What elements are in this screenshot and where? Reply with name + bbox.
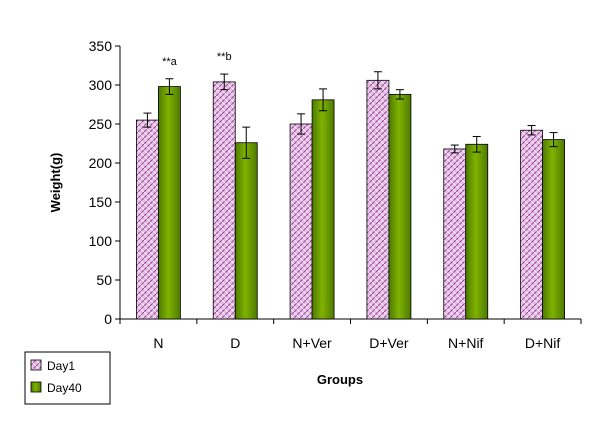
bar-day1-d-nif [520, 129, 543, 320]
error-bar [297, 113, 306, 135]
significance-annotation: **b [217, 51, 232, 63]
x-axis-title: Groups [317, 372, 363, 387]
legend: Day1 Day40 [24, 351, 111, 405]
error-bar [220, 73, 229, 91]
error-bar [472, 135, 481, 153]
legend-swatch-day40 [30, 381, 42, 393]
y-tick-label: 100 [89, 233, 113, 249]
y-tick-label: 0 [104, 311, 112, 327]
x-tick-label: D [230, 335, 240, 351]
bar-day1-d [212, 81, 236, 320]
error-bar [319, 88, 328, 112]
bar-day40-n-ver [311, 99, 335, 320]
error-bar [165, 78, 174, 95]
bar-day1-d-ver [366, 79, 390, 320]
error-bar [527, 125, 536, 136]
y-tick-label: 50 [96, 272, 112, 288]
bar-day40-d-ver [388, 93, 412, 320]
bar-day40-n-nif [465, 143, 489, 320]
bar-day1-n [136, 119, 159, 320]
bar-day40-d-nif [542, 139, 565, 320]
error-bar [549, 132, 558, 148]
legend-label-day40: Day40 [47, 381, 82, 395]
legend-swatch-day1 [30, 359, 42, 371]
x-tick-label: D+Ver [369, 335, 409, 351]
error-bar [450, 144, 459, 154]
y-tick-label: 150 [89, 194, 113, 210]
x-tick-label: N+Ver [292, 335, 332, 351]
bar-day1-n-nif [443, 148, 467, 320]
significance-annotation: **a [162, 56, 178, 68]
y-axis-title: Weight(g) [48, 153, 63, 213]
y-tick-label: 250 [89, 116, 113, 132]
legend-label-day1: Day1 [47, 359, 75, 373]
x-tick-label: N [153, 335, 163, 351]
bar-day40-n [158, 86, 181, 320]
error-bar [143, 112, 152, 128]
x-tick-label: D+Nif [525, 335, 561, 351]
y-tick-label: 200 [89, 155, 113, 171]
error-bar [242, 126, 251, 159]
error-bar [395, 89, 404, 100]
bar-day1-n-ver [289, 123, 313, 320]
y-tick-label: 350 [89, 38, 113, 54]
bar-day40-d [234, 142, 258, 320]
y-tick-label: 300 [89, 77, 113, 93]
x-tick-label: N+Nif [448, 335, 484, 351]
error-bar [373, 71, 382, 90]
